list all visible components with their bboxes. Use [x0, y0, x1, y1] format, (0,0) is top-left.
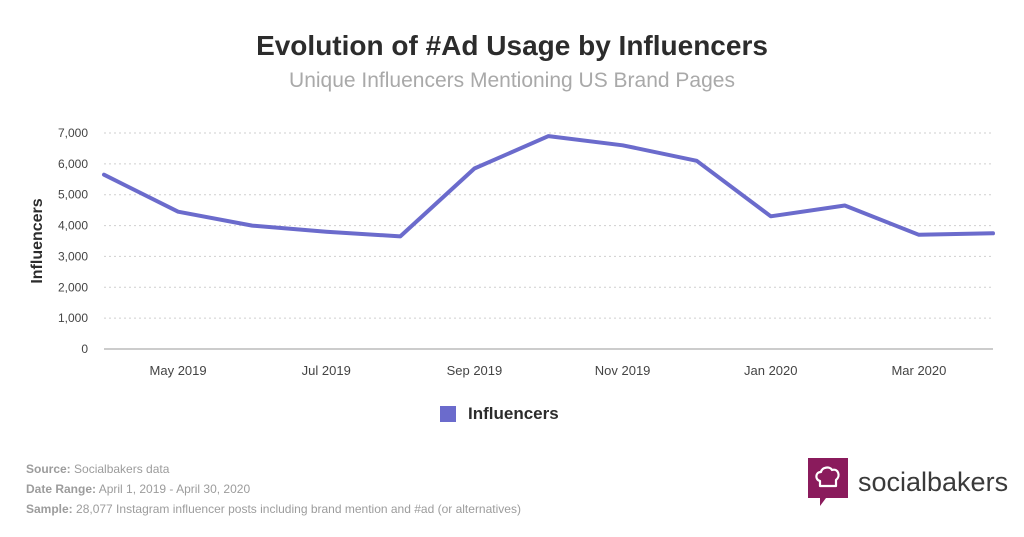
legend: Influencers	[440, 404, 559, 424]
y-tick-label: 5,000	[58, 188, 88, 202]
y-tick-label: 7,000	[58, 126, 88, 140]
chart-subtitle: Unique Influencers Mentioning US Brand P…	[289, 69, 735, 92]
x-tick-label: Jul 2019	[302, 363, 351, 378]
y-tick-label: 3,000	[58, 249, 88, 263]
y-tick-label: 2,000	[58, 280, 88, 294]
line-chart: 0 1,000 2,000 3,000 4,000 5,000 6,000 7,000 May …	[29, 126, 995, 378]
x-tick-label: Sep 2019	[447, 363, 503, 378]
x-tick-label: May 2019	[150, 363, 207, 378]
brand-logo: socialbakers	[808, 458, 1008, 506]
y-axis-label: Influencers	[29, 198, 46, 283]
x-tick-label: Jan 2020	[744, 363, 798, 378]
x-tick-label: Nov 2019	[595, 363, 651, 378]
chef-hat-speech-bubble-icon	[808, 458, 848, 506]
brand-name: socialbakers	[858, 466, 1009, 497]
series-line	[102, 134, 995, 239]
y-tick-label: 1,000	[58, 311, 88, 325]
y-tick-label: 4,000	[58, 219, 88, 233]
footer-source: Source: Socialbakers data	[26, 462, 170, 476]
footer-sample: Sample: 28,077 Instagram influencer post…	[26, 502, 521, 516]
footer-date-range: Date Range: April 1, 2019 - April 30, 20…	[26, 482, 251, 496]
y-tick-label: 6,000	[58, 157, 88, 171]
x-tick-label: Mar 2020	[891, 363, 946, 378]
legend-swatch	[440, 406, 456, 422]
chart-title: Evolution of #Ad Usage by Influencers	[256, 30, 768, 61]
legend-label: Influencers	[468, 404, 559, 423]
y-tick-label: 0	[81, 342, 88, 356]
footer-notes: Source: Socialbakers data Date Range: Ap…	[26, 459, 521, 519]
